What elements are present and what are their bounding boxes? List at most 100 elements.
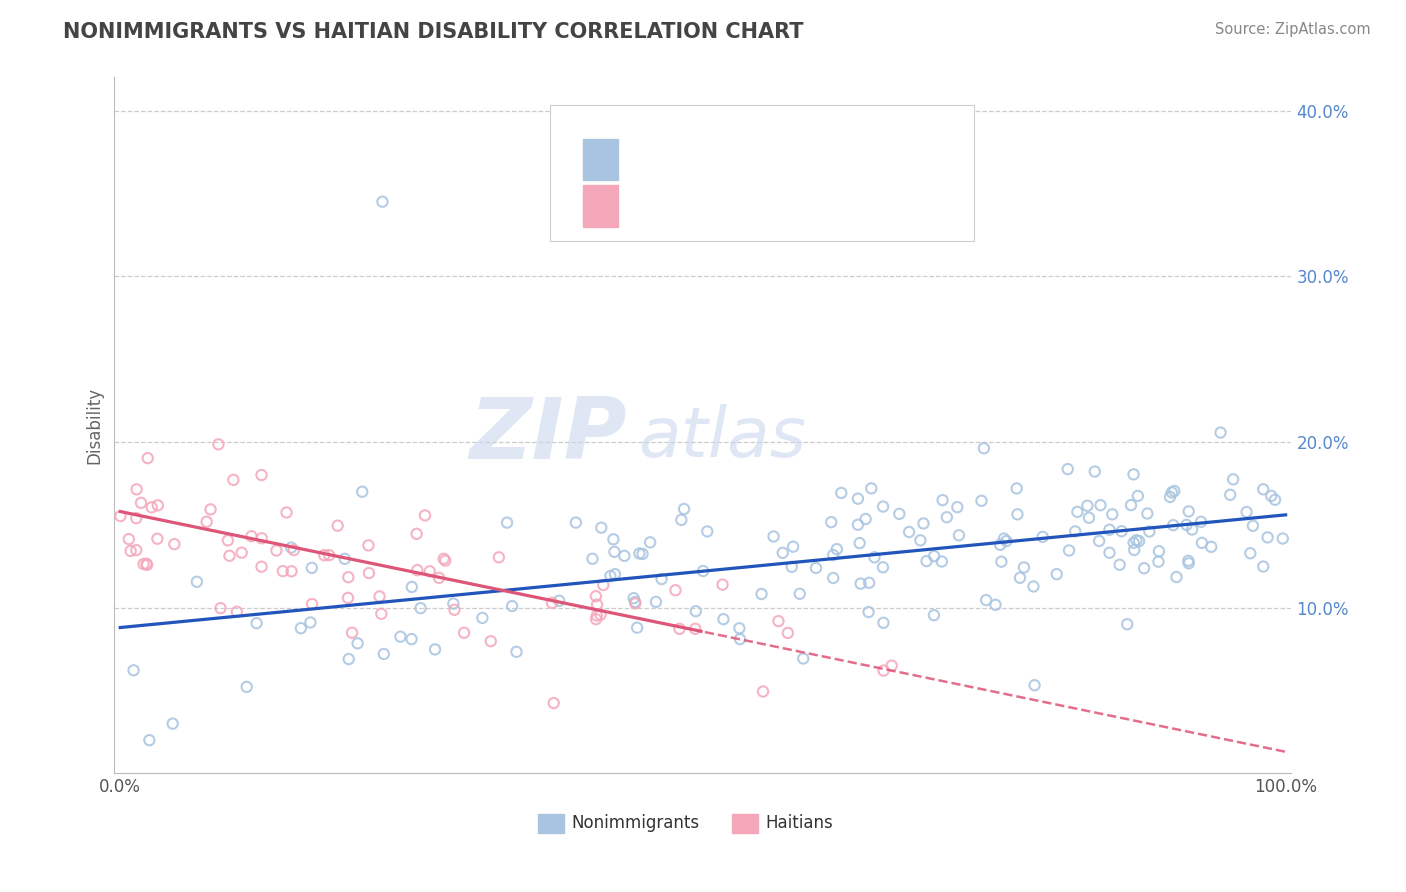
Point — [373, 647, 395, 661]
Point — [318, 548, 340, 562]
Point — [301, 561, 323, 575]
Bar — [538, 814, 564, 833]
FancyBboxPatch shape — [550, 105, 974, 241]
Point — [872, 615, 894, 630]
Point — [1057, 543, 1080, 558]
Point — [626, 621, 648, 635]
Point — [1175, 517, 1198, 532]
Point — [1126, 489, 1149, 503]
Point — [711, 577, 734, 591]
Point — [685, 604, 707, 618]
Text: N =  73: N = 73 — [793, 197, 863, 215]
Point — [820, 515, 842, 529]
Bar — [583, 186, 619, 227]
Point — [1191, 536, 1213, 550]
Point — [872, 664, 894, 678]
Point — [1241, 518, 1264, 533]
Point — [592, 578, 614, 592]
Point — [624, 596, 647, 610]
Point — [1257, 530, 1279, 544]
Point — [728, 632, 751, 647]
Point — [846, 491, 869, 506]
Point — [271, 564, 294, 578]
Point — [1088, 533, 1111, 548]
Point — [479, 634, 502, 648]
Point — [280, 541, 302, 555]
Text: R = -0.547: R = -0.547 — [634, 197, 735, 215]
Point — [371, 194, 394, 209]
Point — [631, 547, 654, 561]
Point — [863, 550, 886, 565]
Point — [1159, 490, 1181, 504]
Point — [768, 614, 790, 628]
Point — [848, 536, 870, 550]
Point — [163, 537, 186, 551]
Point — [1066, 505, 1088, 519]
Point — [433, 551, 456, 566]
Point — [789, 587, 811, 601]
Point — [250, 531, 273, 545]
Point — [225, 605, 247, 619]
Point — [283, 543, 305, 558]
Point — [401, 580, 423, 594]
Point — [1090, 498, 1112, 512]
Point — [488, 550, 510, 565]
Point — [984, 598, 1007, 612]
Point — [613, 549, 636, 563]
Point — [125, 543, 148, 558]
Point — [931, 555, 953, 569]
Point — [389, 630, 412, 644]
Point — [250, 559, 273, 574]
Point — [673, 502, 696, 516]
Point — [186, 574, 208, 589]
Point — [623, 591, 645, 606]
Point — [772, 546, 794, 560]
Point — [336, 591, 359, 605]
Point — [290, 621, 312, 635]
Point — [138, 733, 160, 747]
Point — [333, 552, 356, 566]
Point — [217, 533, 239, 548]
Point — [314, 548, 336, 562]
Point — [589, 607, 612, 622]
Point — [668, 622, 690, 636]
Point — [671, 513, 693, 527]
Text: N = 153: N = 153 — [793, 151, 863, 169]
Point — [370, 607, 392, 621]
Point — [136, 451, 159, 466]
Point — [780, 559, 803, 574]
Point — [603, 545, 626, 559]
Point — [162, 716, 184, 731]
Point — [1012, 560, 1035, 574]
Point — [245, 616, 267, 631]
Point — [413, 508, 436, 523]
Point — [1084, 465, 1107, 479]
Text: atlas: atlas — [638, 404, 806, 471]
Point — [645, 595, 668, 609]
Point — [1111, 524, 1133, 539]
Point — [501, 599, 523, 613]
Point — [898, 524, 921, 539]
Point — [401, 632, 423, 646]
Point — [1222, 472, 1244, 486]
Point — [664, 583, 686, 598]
Point — [141, 500, 163, 515]
Bar — [733, 814, 758, 833]
Point — [973, 442, 995, 456]
Point — [988, 538, 1011, 552]
Text: NONIMMIGRANTS VS HAITIAN DISABILITY CORRELATION CHART: NONIMMIGRANTS VS HAITIAN DISABILITY CORR… — [63, 22, 804, 42]
Point — [337, 570, 360, 584]
Point — [419, 564, 441, 578]
Point — [603, 567, 626, 582]
Point — [443, 603, 465, 617]
Point — [122, 663, 145, 677]
Point — [823, 548, 845, 562]
Point — [1077, 510, 1099, 524]
Point — [1147, 544, 1170, 558]
Point — [1122, 535, 1144, 549]
Point — [683, 622, 706, 636]
Point — [434, 554, 457, 568]
Point — [1101, 508, 1123, 522]
Point — [357, 566, 380, 580]
Point — [1236, 505, 1258, 519]
